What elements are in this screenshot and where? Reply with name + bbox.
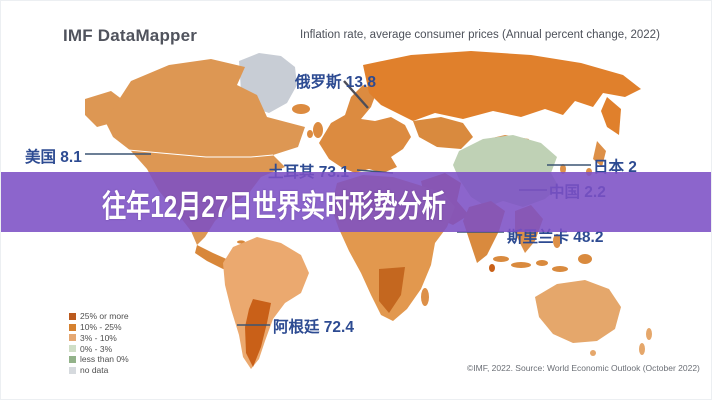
region-indonesia bbox=[536, 260, 548, 266]
country-new-zealand bbox=[639, 343, 645, 355]
region-philippines bbox=[553, 234, 561, 248]
legend-label: less than 0% bbox=[80, 354, 129, 365]
headline-banner: 往年12月27日世界实时形势分析 bbox=[1, 172, 711, 232]
country-russia bbox=[363, 51, 641, 121]
legend-swatch-icon bbox=[69, 345, 76, 353]
legend-swatch-icon bbox=[69, 366, 76, 374]
region-korea bbox=[560, 164, 566, 174]
legend-row: 3% - 10% bbox=[69, 333, 129, 344]
region-europe bbox=[319, 85, 411, 173]
region-indonesia bbox=[493, 256, 509, 262]
region-tasmania bbox=[590, 350, 596, 356]
country-argentina bbox=[245, 299, 271, 367]
legend-row: less than 0% bbox=[69, 354, 129, 365]
chart-title: Inflation rate, average consumer prices … bbox=[300, 29, 660, 41]
map-legend: 25% or more 10% - 25% 3% - 10% 0% - 3% l… bbox=[69, 311, 129, 376]
country-madagascar bbox=[421, 288, 429, 306]
headline-text: 往年12月27日世界实时形势分析 bbox=[102, 189, 446, 224]
legend-row: 25% or more bbox=[69, 311, 129, 322]
map-label-russia: 俄罗斯 13.8 bbox=[295, 74, 376, 91]
legend-row: 0% - 3% bbox=[69, 343, 129, 354]
app-brand: IMF DataMapper bbox=[63, 26, 198, 45]
country-iceland bbox=[292, 104, 310, 114]
region-kamchatka bbox=[601, 97, 621, 135]
country-sri-lanka bbox=[489, 264, 495, 272]
region-caribbean bbox=[237, 240, 245, 244]
country-uk bbox=[313, 122, 323, 138]
legend-label: 0% - 3% bbox=[80, 343, 113, 354]
region-indonesia bbox=[552, 266, 568, 272]
legend-swatch-icon bbox=[69, 312, 76, 320]
country-ireland bbox=[307, 130, 313, 138]
legend-label: 25% or more bbox=[80, 311, 129, 322]
country-japan bbox=[593, 141, 606, 167]
country-australia bbox=[535, 280, 621, 343]
source-attribution: ©IMF, 2022. Source: World Economic Outlo… bbox=[467, 363, 700, 373]
border-us-canada bbox=[116, 148, 274, 158]
legend-label: no data bbox=[80, 365, 109, 376]
map-label-usa: 美国 8.1 bbox=[25, 149, 82, 166]
map-label-sri-lanka: 斯里兰卡 48.2 bbox=[507, 229, 604, 246]
map-label-japan: 日本 2 bbox=[593, 159, 637, 176]
legend-swatch-icon bbox=[69, 356, 76, 364]
region-indonesia bbox=[511, 262, 531, 268]
region-africa-south bbox=[379, 267, 405, 313]
legend-label: 3% - 10% bbox=[80, 332, 117, 343]
country-new-zealand bbox=[646, 328, 652, 340]
legend-swatch-icon bbox=[69, 334, 76, 342]
map-label-argentina: 阿根廷 72.4 bbox=[273, 319, 354, 336]
legend-row: 10% - 25% bbox=[69, 322, 129, 333]
region-new-guinea bbox=[578, 254, 592, 264]
legend-label: 10% - 25% bbox=[80, 321, 122, 332]
region-central-asia bbox=[413, 117, 473, 149]
region-north-america bbox=[105, 59, 305, 245]
legend-row: no data bbox=[69, 365, 129, 376]
leader-line-russia bbox=[343, 80, 369, 109]
legend-swatch-icon bbox=[69, 323, 76, 331]
